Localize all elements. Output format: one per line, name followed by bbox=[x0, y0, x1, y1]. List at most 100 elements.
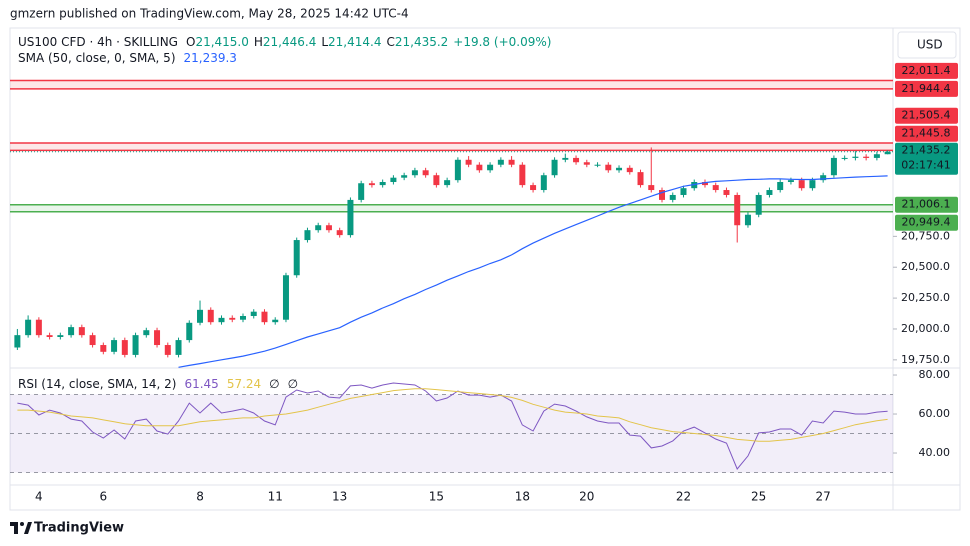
candle-body bbox=[626, 167, 633, 173]
candle-body bbox=[487, 164, 494, 171]
candle-body bbox=[347, 199, 354, 236]
countdown-label: 02:17:41 bbox=[901, 159, 950, 172]
y-tick-label: 19,750.0 bbox=[901, 353, 950, 366]
candle-body bbox=[594, 164, 601, 166]
level-label-box bbox=[895, 196, 958, 213]
candle-body bbox=[422, 170, 429, 176]
candle-body bbox=[562, 157, 569, 160]
x-tick-label: 15 bbox=[429, 490, 444, 504]
candle-body bbox=[121, 340, 128, 355]
candle-body bbox=[433, 175, 440, 186]
candle-body bbox=[315, 225, 322, 231]
candle-body bbox=[852, 156, 859, 158]
candle-body bbox=[766, 190, 773, 195]
candle-body bbox=[132, 335, 139, 355]
candle-body bbox=[35, 319, 42, 336]
candle-body bbox=[863, 156, 870, 158]
zone-fill bbox=[10, 143, 893, 151]
candle-body bbox=[637, 172, 644, 186]
tradingview-logo bbox=[10, 522, 32, 534]
candle-body bbox=[186, 322, 193, 341]
publish-header: gmzern published on TradingView.com, May… bbox=[10, 7, 409, 21]
candle-body bbox=[89, 335, 96, 346]
candle-body bbox=[68, 327, 75, 336]
candle-body bbox=[390, 177, 397, 183]
candle-body bbox=[100, 345, 107, 352]
legend: US100 CFD · 4h · SKILLING O21,415.0 H21,44… bbox=[18, 35, 551, 49]
x-tick-label: 11 bbox=[268, 490, 283, 504]
rsi-value: 61.45 bbox=[184, 377, 218, 391]
candle-body bbox=[465, 159, 472, 165]
level-label: 21,445.8 bbox=[902, 127, 951, 140]
legend: RSI (14, close, SMA, 14, 2) 61.45 57.24 ∅ ∅ bbox=[18, 377, 298, 391]
candle-body bbox=[336, 230, 343, 236]
candle-body bbox=[605, 164, 612, 171]
symbol-title: US100 CFD · 4h · SKILLING bbox=[18, 35, 178, 49]
candle-body bbox=[454, 159, 461, 181]
level-label: 20,949.4 bbox=[902, 216, 951, 229]
candle-body bbox=[250, 311, 257, 317]
level-label-box bbox=[895, 62, 958, 79]
sma-title: SMA (50, close, 0, SMA, 5) bbox=[18, 51, 176, 65]
ohlc-name: H bbox=[254, 35, 263, 49]
y-tick-label: 40.00 bbox=[919, 446, 951, 459]
candle-body bbox=[164, 345, 171, 355]
y-tick-label: 60.00 bbox=[919, 407, 951, 420]
ohlc-value: 21,446.4 bbox=[263, 35, 316, 49]
candle-body bbox=[358, 183, 365, 200]
candle-body bbox=[304, 230, 311, 241]
candle-body bbox=[744, 214, 751, 226]
y-tick-label: 80.00 bbox=[919, 368, 951, 381]
rsi-title: RSI (14, close, SMA, 14, 2) bbox=[18, 377, 176, 391]
x-tick-label: 18 bbox=[515, 490, 530, 504]
candle-body bbox=[175, 340, 182, 355]
candle-body bbox=[207, 309, 214, 323]
candle-body bbox=[712, 185, 719, 191]
legend: SMA (50, close, 0, SMA, 5) 21,239.3 bbox=[18, 51, 237, 65]
y-tick-label: 20,500.0 bbox=[901, 260, 950, 273]
level-label-box bbox=[895, 80, 958, 97]
x-tick-label: 13 bbox=[332, 490, 347, 504]
candle-body bbox=[476, 164, 483, 171]
rsi-extra: ∅ bbox=[288, 377, 298, 391]
sma-line bbox=[178, 175, 888, 368]
last-price-label: 21,435.2 bbox=[902, 144, 951, 157]
candle-body bbox=[809, 180, 816, 189]
y-tick-label: 20,750.0 bbox=[901, 229, 950, 242]
x-tick-label: 4 bbox=[35, 490, 43, 504]
candle-body bbox=[261, 311, 268, 323]
candle-body bbox=[14, 335, 21, 348]
candle-body bbox=[755, 194, 762, 215]
candle-body bbox=[78, 327, 85, 336]
rsi-value: 57.24 bbox=[227, 377, 261, 391]
x-tick-label: 20 bbox=[579, 490, 594, 504]
price-change: +19.8 (+0.09%) bbox=[453, 35, 551, 49]
candle-body bbox=[368, 183, 375, 186]
candle-body bbox=[573, 157, 580, 163]
candle-body bbox=[25, 319, 32, 336]
level-label: 21,505.4 bbox=[902, 109, 951, 122]
footer-brand: TradingView bbox=[34, 521, 124, 536]
level-label-box bbox=[895, 214, 958, 231]
level-label-box bbox=[895, 107, 958, 124]
currency-button[interactable] bbox=[897, 31, 957, 59]
sma-value: 21,239.3 bbox=[184, 51, 237, 65]
candle-body bbox=[841, 157, 848, 159]
candle-body bbox=[701, 182, 708, 186]
candle-body bbox=[111, 340, 118, 352]
candle-body bbox=[272, 319, 279, 323]
candle-body bbox=[723, 190, 730, 195]
candle-body bbox=[197, 309, 204, 323]
candle-body bbox=[787, 180, 794, 183]
ohlc-name: O bbox=[186, 35, 195, 49]
candle-body bbox=[798, 180, 805, 189]
candle-body bbox=[154, 330, 161, 346]
candle-body bbox=[820, 175, 827, 181]
x-tick-label: 25 bbox=[751, 490, 766, 504]
ohlc-name: C bbox=[386, 35, 394, 49]
rsi-line bbox=[17, 382, 888, 470]
candle-body bbox=[46, 335, 53, 338]
candle-body bbox=[379, 182, 386, 186]
ohlc-value: 21,435.2 bbox=[395, 35, 448, 49]
y-tick-label: 20,250.0 bbox=[901, 291, 950, 304]
